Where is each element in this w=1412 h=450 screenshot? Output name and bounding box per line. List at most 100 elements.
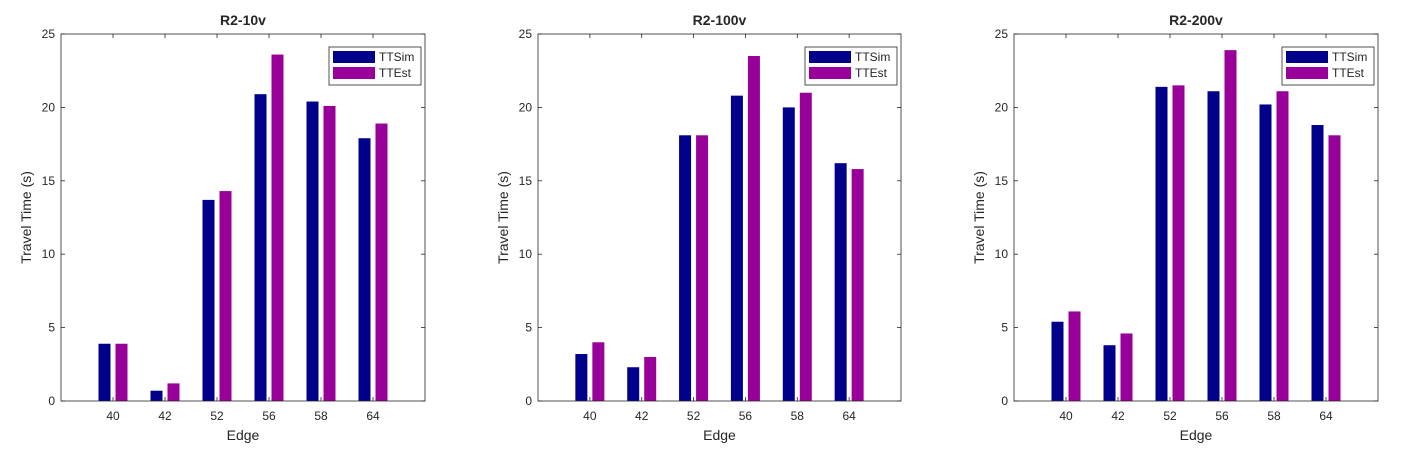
- y-axis-label: Travel Time (s): [971, 171, 987, 264]
- y-tick-label: 25: [519, 27, 533, 41]
- legend-swatch-ttest: [1286, 67, 1328, 79]
- bar-ttest-edge-58: [1276, 91, 1289, 401]
- bar-ttsim-edge-64: [358, 138, 371, 401]
- bar-ttsim-edge-52: [679, 135, 692, 402]
- x-tick-label: 42: [1111, 409, 1125, 423]
- y-tick-label: 5: [1001, 321, 1008, 335]
- bar-ttest-edge-64: [375, 123, 388, 401]
- x-tick-label: 52: [687, 409, 701, 423]
- bar-ttest-edge-40: [115, 343, 128, 401]
- y-tick-label: 25: [42, 27, 56, 41]
- bar-ttest-edge-42: [644, 356, 657, 401]
- bar-ttest-edge-58: [799, 92, 812, 401]
- x-tick-label: 58: [791, 409, 805, 423]
- y-tick-label: 20: [519, 100, 533, 114]
- chart-panel-2: 0 5 10 15 20 25 40 42 52 56 58 64 R2-100v Edge Travel …: [495, 12, 902, 443]
- legend-label-ttsim: TTSim: [855, 50, 890, 64]
- y-tick-label: 15: [42, 174, 56, 188]
- x-tick-label: 64: [366, 409, 380, 423]
- y-tick-label: 0: [525, 394, 532, 408]
- bar-ttsim-edge-58: [782, 107, 795, 402]
- x-tick-label: 40: [1059, 409, 1073, 423]
- legend-swatch-ttest: [333, 67, 375, 79]
- bar-ttsim-edge-58: [1259, 104, 1272, 402]
- x-axis-label: Edge: [703, 427, 736, 443]
- bar-ttsim-edge-64: [1311, 125, 1324, 402]
- x-tick-label: 40: [106, 409, 120, 423]
- bar-ttest-edge-56: [747, 56, 760, 402]
- y-tick-label: 20: [995, 100, 1009, 114]
- y-axis-label: Travel Time (s): [18, 171, 34, 264]
- legend-label-ttest: TTEst: [855, 66, 888, 80]
- legend-label-ttest: TTEst: [379, 66, 412, 80]
- chart-title: R2-100v: [693, 12, 747, 28]
- legend-swatch-ttest: [809, 67, 851, 79]
- legend-swatch-ttsim: [333, 51, 375, 63]
- x-tick-label: 56: [739, 409, 753, 423]
- x-tick-label: 42: [158, 409, 172, 423]
- x-tick-label: 64: [1319, 409, 1333, 423]
- y-tick-label: 10: [42, 247, 56, 261]
- legend: TTSim TTEst: [804, 46, 898, 86]
- legend-label-ttsim: TTSim: [1332, 50, 1367, 64]
- chart-panel-1: 0 5 10 15 20 25 40 42 52 56 58 64 R2-10v Edge Travel T…: [18, 12, 426, 443]
- y-tick-label: 25: [995, 27, 1009, 41]
- bar-ttsim-edge-40: [1051, 321, 1064, 401]
- bar-ttsim-edge-64: [834, 163, 847, 401]
- x-tick-label: 56: [262, 409, 276, 423]
- legend: TTSim TTEst: [328, 46, 422, 86]
- y-tick-label: 0: [48, 394, 55, 408]
- bar-ttest-edge-42: [167, 383, 180, 401]
- axes-box: [537, 33, 902, 402]
- y-tick-label: 5: [48, 321, 55, 335]
- bar-ttsim-edge-52: [1155, 86, 1168, 402]
- legend-swatch-ttsim: [809, 51, 851, 63]
- y-tick-label: 0: [1001, 394, 1008, 408]
- x-tick-label: 42: [635, 409, 649, 423]
- y-tick-label: 10: [995, 247, 1009, 261]
- bar-ttsim-edge-56: [730, 95, 743, 401]
- bar-ttest-edge-40: [592, 342, 605, 401]
- bar-ttsim-edge-58: [306, 101, 319, 401]
- bar-ttsim-edge-40: [98, 343, 111, 401]
- bar-ttest-edge-52: [1172, 85, 1185, 401]
- x-tick-label: 52: [1163, 409, 1177, 423]
- x-axis-label: Edge: [1180, 427, 1213, 443]
- bar-ttsim-edge-56: [1207, 91, 1220, 401]
- axes-box: [1013, 33, 1379, 402]
- x-axis-label: Edge: [227, 427, 260, 443]
- x-tick-label: 58: [314, 409, 328, 423]
- x-tick-label: 58: [1267, 409, 1281, 423]
- axes-box: [60, 33, 426, 402]
- bar-ttsim-edge-42: [627, 367, 640, 401]
- bar-ttsim-edge-40: [575, 354, 588, 401]
- bar-ttest-edge-58: [323, 105, 336, 401]
- bar-ttest-edge-56: [271, 54, 284, 401]
- chart-panel-3: 0 5 10 15 20 25 40 42 52 56 58 64 R2-200v Edge Travel …: [971, 12, 1379, 443]
- y-tick-label: 5: [525, 321, 532, 335]
- bar-ttsim-edge-52: [202, 199, 215, 401]
- x-tick-label: 64: [842, 409, 856, 423]
- bar-ttest-edge-64: [1328, 135, 1341, 402]
- legend-label-ttsim: TTSim: [379, 50, 414, 64]
- bar-ttest-edge-64: [851, 169, 864, 401]
- bar-ttsim-edge-42: [1103, 345, 1116, 401]
- bar-ttsim-edge-42: [150, 390, 163, 401]
- chart-title: R2-10v: [220, 12, 266, 28]
- legend-label-ttest: TTEst: [1332, 66, 1365, 80]
- bar-ttest-edge-40: [1068, 311, 1081, 401]
- x-tick-label: 40: [583, 409, 597, 423]
- legend-swatch-ttsim: [1286, 51, 1328, 63]
- x-tick-label: 56: [1215, 409, 1229, 423]
- bar-ttsim-edge-56: [254, 94, 267, 402]
- legend: TTSim TTEst: [1281, 46, 1375, 86]
- bar-ttest-edge-56: [1224, 50, 1237, 401]
- bar-ttest-edge-52: [696, 135, 709, 402]
- x-tick-label: 52: [210, 409, 224, 423]
- chart-title: R2-200v: [1169, 12, 1223, 28]
- y-axis-label: Travel Time (s): [495, 171, 511, 264]
- y-tick-label: 15: [519, 174, 533, 188]
- y-tick-label: 15: [995, 174, 1009, 188]
- y-tick-label: 10: [519, 247, 533, 261]
